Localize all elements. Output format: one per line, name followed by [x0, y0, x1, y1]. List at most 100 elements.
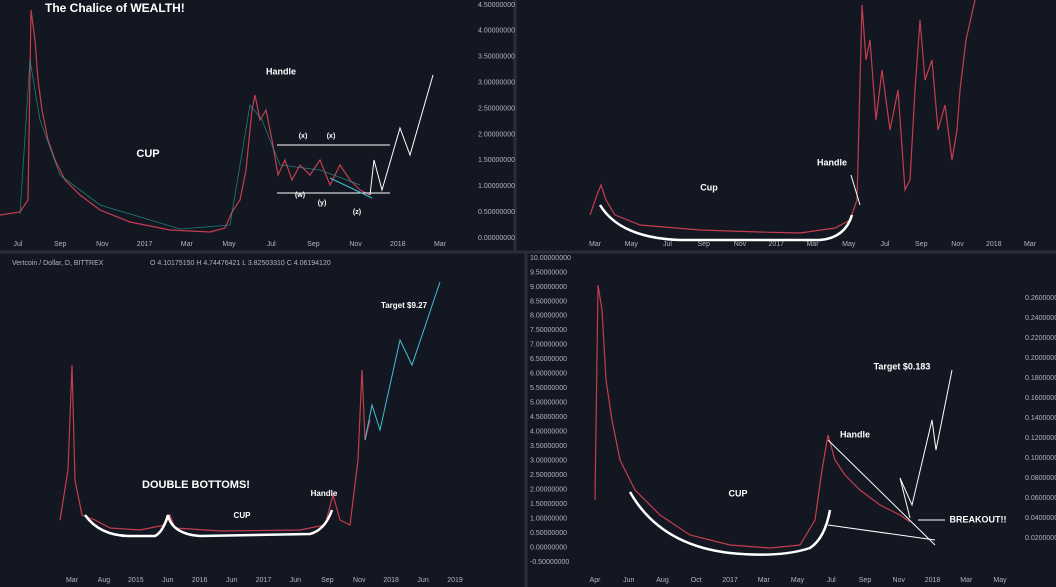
annotation: (w) — [295, 192, 305, 199]
x-axis-label: Sep — [859, 577, 872, 584]
x-axis-label: Mar — [434, 241, 447, 248]
annotation: CUP — [234, 511, 252, 520]
x-axis-label: Nov — [349, 241, 362, 248]
y-axis-label: 3.50000000 — [530, 443, 567, 450]
x-axis-label: Jun — [417, 577, 428, 584]
annotation: BREAKOUT!! — [950, 514, 1007, 524]
y-axis-label: 1.50000000 — [530, 501, 567, 508]
x-axis-label: 2017 — [722, 577, 738, 584]
annotation: DOUBLE BOTTOMS! — [142, 479, 250, 491]
x-axis-label: Jul — [663, 241, 672, 248]
y-axis-label: 0.26000000 — [1025, 295, 1056, 302]
x-axis-label: 2017 — [137, 241, 153, 248]
y-axis-label: 3.00000000 — [478, 80, 515, 87]
trend-line — [827, 439, 936, 546]
x-axis-label: Apr — [590, 577, 602, 584]
y-axis-label: 0.10000000 — [1025, 455, 1056, 462]
y-axis-label: 2.00000000 — [478, 131, 515, 138]
x-axis-label: Sep — [54, 241, 67, 248]
x-axis-label: 2018 — [390, 241, 406, 248]
x-axis-label: Jul — [881, 241, 890, 248]
y-axis-label: 9.00000000 — [530, 284, 567, 291]
x-axis-label: 2018 — [986, 241, 1002, 248]
annotation: (x) — [327, 133, 336, 140]
x-axis-label: Sep — [915, 241, 928, 248]
x-axis-label: Nov — [893, 577, 906, 584]
annotation: CUP — [728, 488, 747, 498]
x-axis-label: 2017 — [256, 577, 272, 584]
cup-curve — [628, 491, 832, 556]
y-axis-label: 4.50000000 — [530, 414, 567, 421]
x-axis-label: Mar — [758, 577, 771, 584]
annotation: Handle — [840, 429, 870, 439]
x-axis-label: Jun — [162, 577, 173, 584]
y-axis-label: 1.50000000 — [478, 157, 515, 164]
x-axis-label: 2016 — [192, 577, 208, 584]
x-axis-label: Oct — [691, 577, 702, 584]
x-axis-label: Nov — [734, 241, 747, 248]
x-axis-label: Nov — [353, 577, 366, 584]
x-axis-label: Mar — [1024, 241, 1037, 248]
y-axis-label: -0.50000000 — [530, 559, 569, 566]
x-axis-label: Jun — [290, 577, 301, 584]
y-axis-label: 0.00000000 — [478, 235, 515, 242]
annotation: Target $0.183 — [874, 361, 931, 371]
x-axis-label: May — [625, 241, 639, 248]
y-axis-label: 0.20000000 — [1025, 355, 1056, 362]
x-axis-label: Jul — [827, 577, 836, 584]
y-axis-label: 6.00000000 — [530, 371, 567, 378]
annotation: Target $9.27 — [381, 301, 428, 310]
trend-line — [329, 177, 373, 199]
y-axis-label: 0.12000000 — [1025, 435, 1056, 442]
y-axis-label: 0.04000000 — [1025, 515, 1056, 522]
x-axis-label: Aug — [98, 577, 111, 584]
x-axis-label: Jul — [267, 241, 276, 248]
y-axis-label: 7.00000000 — [530, 342, 567, 349]
x-axis-label: 2018 — [383, 577, 399, 584]
y-axis-label: 4.00000000 — [478, 28, 515, 35]
x-axis-label: 2019 — [447, 577, 463, 584]
x-axis-label: Nov — [951, 241, 964, 248]
annotation: Handle — [311, 489, 338, 498]
y-axis-label: 1.00000000 — [478, 183, 515, 190]
x-axis-label: Mar — [960, 577, 973, 584]
projection — [364, 281, 441, 441]
x-axis-label: 2017 — [768, 241, 784, 248]
x-axis-label: Sep — [321, 577, 334, 584]
x-axis-label: 2015 — [128, 577, 144, 584]
x-axis-label: Mar — [181, 241, 194, 248]
y-axis-label: 0.00000000 — [530, 544, 567, 551]
y-axis-label: 5.50000000 — [530, 385, 567, 392]
y-axis-label: 8.00000000 — [530, 313, 567, 320]
annotation: (y) — [318, 200, 327, 207]
annotation: (z) — [353, 209, 361, 216]
x-axis-label: Jul — [14, 241, 23, 248]
annotation: (x) — [299, 133, 308, 140]
symbol: Vertcoin / Dollar, D, BITTREX — [12, 260, 104, 267]
y-axis-label: 0.50000000 — [530, 530, 567, 537]
y-axis-label: 3.50000000 — [478, 54, 515, 61]
price-line — [19, 59, 361, 230]
y-axis-label: 0.50000000 — [478, 209, 515, 216]
x-axis-label: Nov — [96, 241, 109, 248]
y-axis-label: 7.50000000 — [530, 327, 567, 334]
annotation: CUP — [136, 148, 159, 160]
y-axis-label: 0.24000000 — [1025, 315, 1056, 322]
x-axis-label: Mar — [806, 241, 819, 248]
y-axis-label: 1.00000000 — [530, 515, 567, 522]
y-axis-label: 0.08000000 — [1025, 475, 1056, 482]
annotation: Handle — [266, 66, 296, 76]
ohlc: O 4.10175150 H 4.74476421 L 3.82503310 C… — [150, 260, 331, 267]
y-axis-label: 0.02000000 — [1025, 535, 1056, 542]
y-axis-label: 6.50000000 — [530, 356, 567, 363]
x-axis-label: Jun — [226, 577, 237, 584]
annotation: Handle — [817, 157, 847, 167]
price-line — [0, 9, 371, 233]
y-axis-label: 5.00000000 — [530, 400, 567, 407]
y-axis-label: 2.50000000 — [530, 472, 567, 479]
y-axis-label: 0.18000000 — [1025, 375, 1056, 382]
y-axis-label: 4.00000000 — [530, 429, 567, 436]
x-axis-label: May — [222, 241, 236, 248]
y-axis-label: 2.50000000 — [478, 105, 515, 112]
